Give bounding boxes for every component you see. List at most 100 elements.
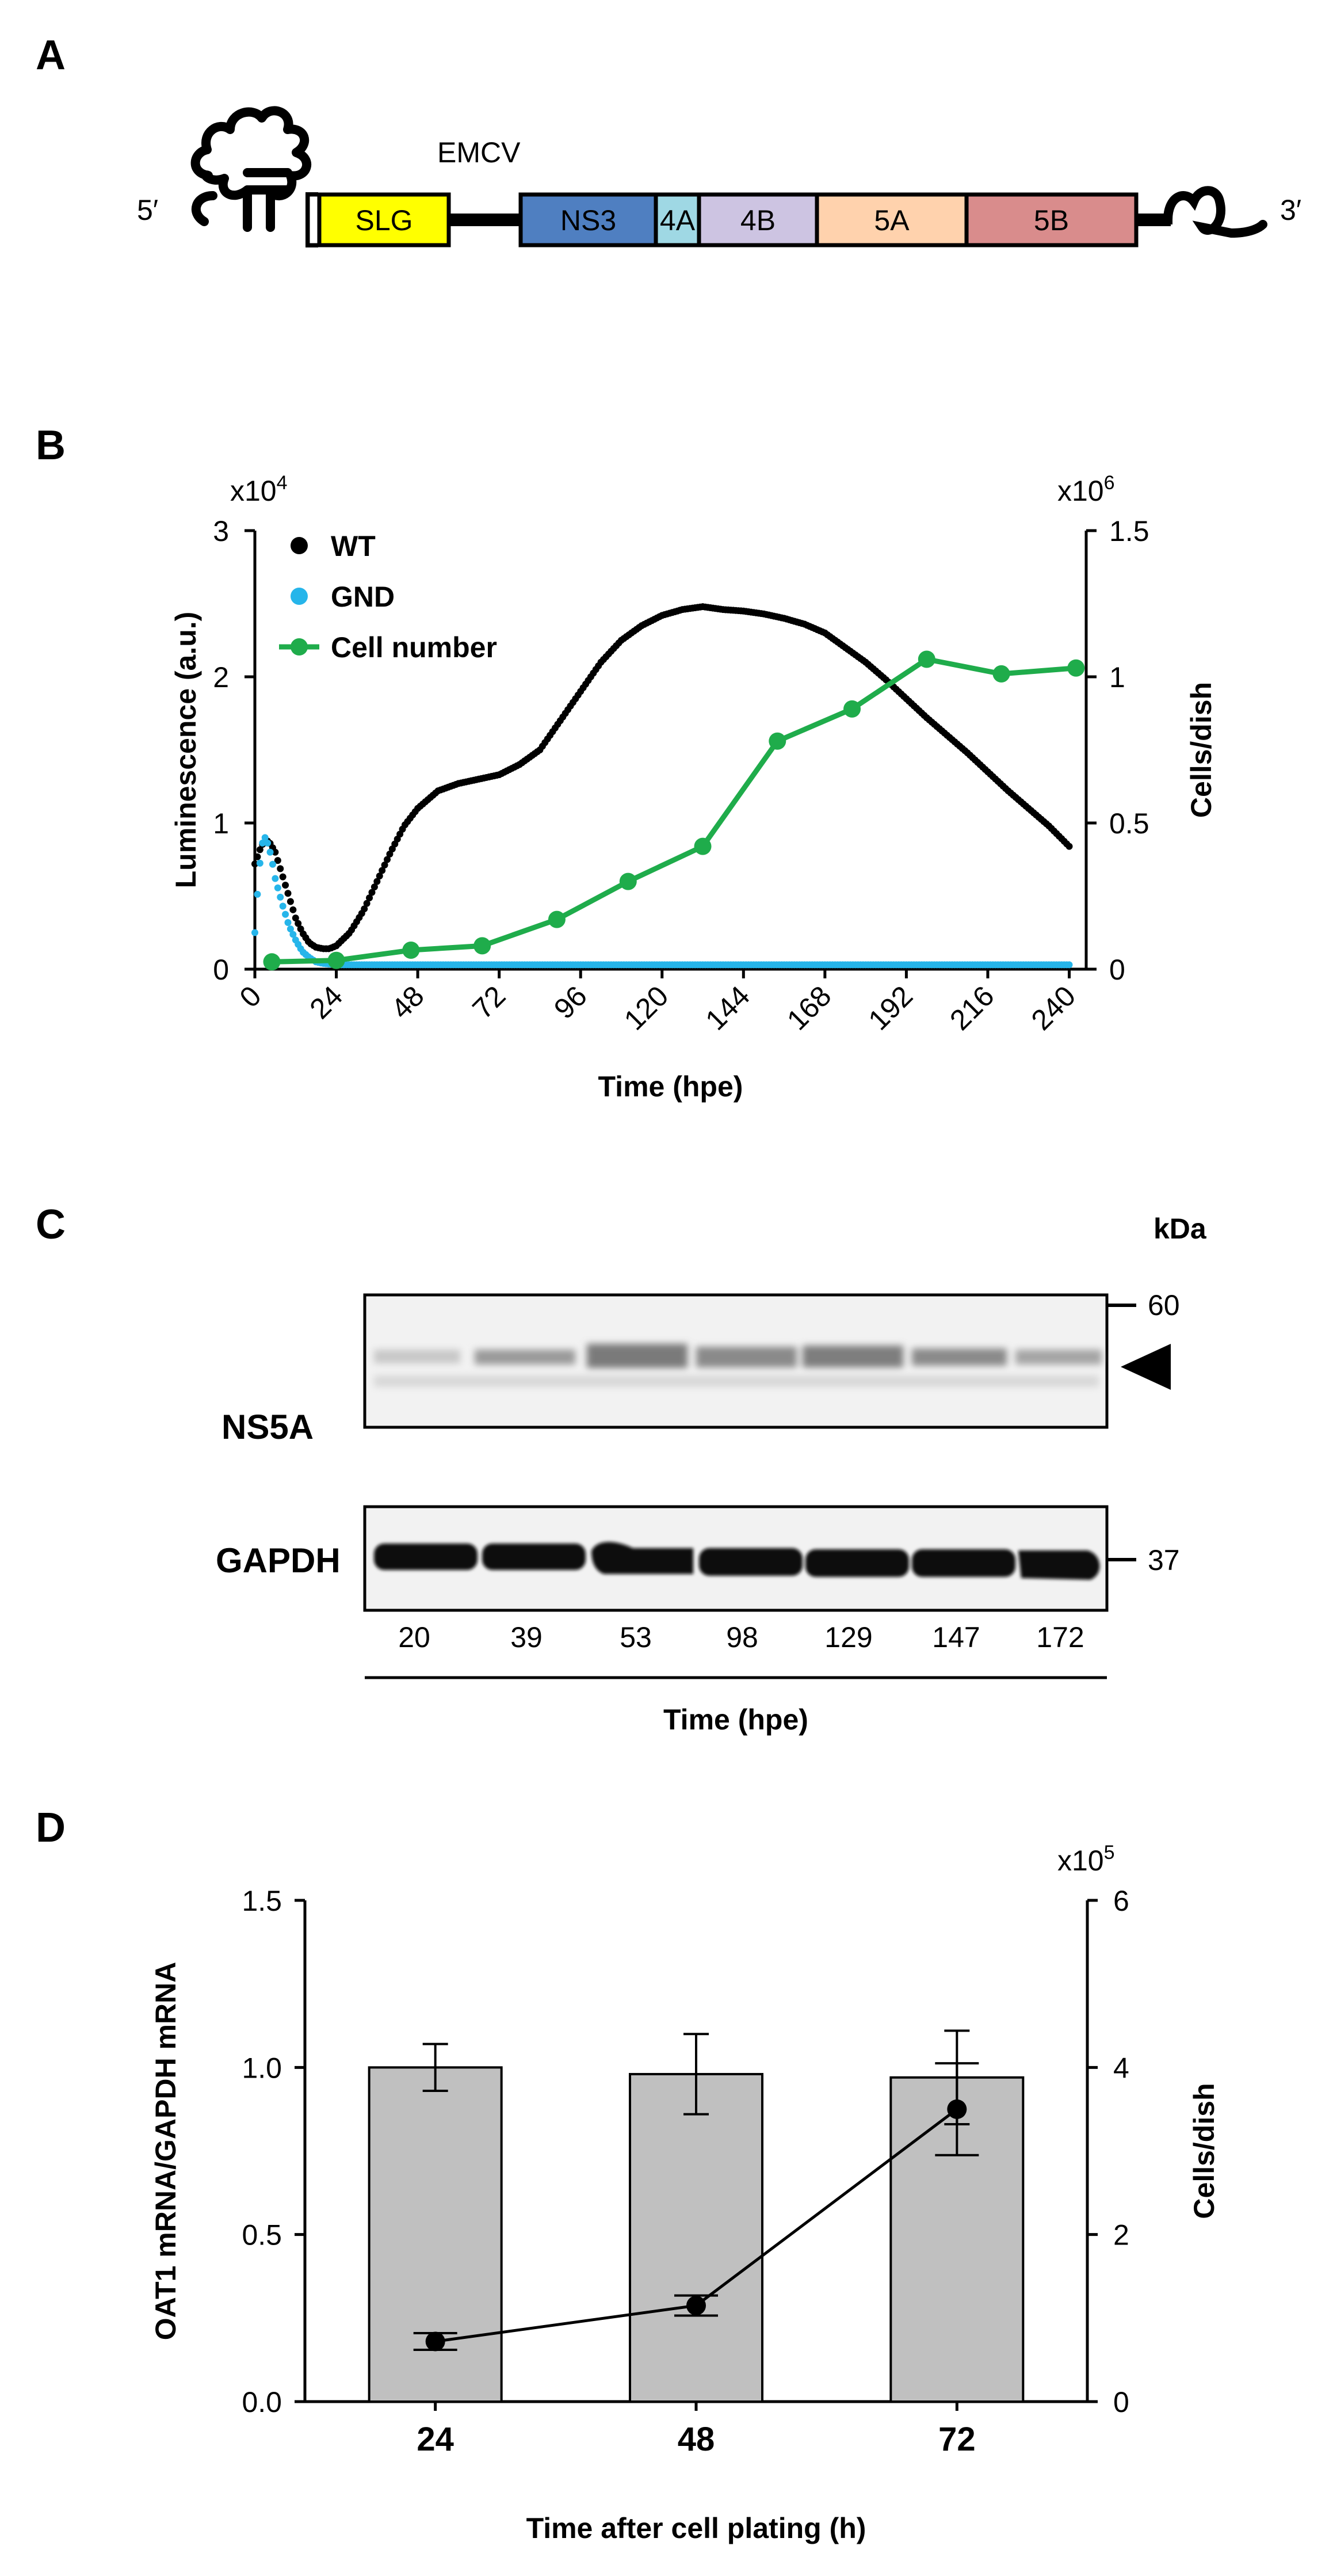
y-tick-label: 2 xyxy=(213,661,229,693)
data-point xyxy=(619,872,637,890)
data-point xyxy=(386,850,394,858)
series-wt xyxy=(251,603,1073,952)
legend-marker xyxy=(291,588,308,605)
three-prime-label: 3′ xyxy=(1280,194,1301,226)
data-point xyxy=(289,906,297,913)
construct-diagram: 5′ EMCV 3′ SLG NS3 4A 4B 5A 5B xyxy=(137,106,1301,247)
segment-5b-label: 5B xyxy=(1034,204,1069,237)
data-point xyxy=(992,665,1010,683)
x-tick-label: 24 xyxy=(417,2421,454,2458)
data-point xyxy=(368,889,376,896)
data-point xyxy=(277,893,284,901)
y2-exponent: 5 xyxy=(1104,1842,1115,1864)
x-tick-label: 72 xyxy=(467,980,512,1025)
data-point xyxy=(256,846,263,853)
series-gnd xyxy=(251,834,1073,969)
legend-label: GND xyxy=(331,581,395,613)
y-tick-label: 1.0 xyxy=(242,2052,282,2084)
y2-tick-label: 0 xyxy=(1113,2386,1129,2418)
data-point xyxy=(694,837,712,855)
data-point xyxy=(251,929,258,936)
gapdh-bands xyxy=(374,1542,1100,1580)
data-point xyxy=(274,884,281,891)
segment-ns3-label: NS3 xyxy=(560,204,616,237)
y-axis-label: Luminescence (a.u.) xyxy=(170,612,202,889)
data-point xyxy=(256,859,263,867)
construct-segments: SLG NS3 4A 4B 5A 5B xyxy=(305,192,1139,247)
x-tick-label: 240 xyxy=(1025,980,1082,1037)
y2-tick-label: 2 xyxy=(1113,2219,1129,2251)
data-point xyxy=(287,898,294,905)
y-tick-label: 0.5 xyxy=(242,2219,282,2251)
legend: WT GND Cell number xyxy=(279,530,497,664)
data-point xyxy=(769,732,786,750)
series-line xyxy=(272,656,1076,965)
data-point xyxy=(279,873,287,881)
data-point xyxy=(376,872,383,880)
gapdh-label: GAPDH xyxy=(216,1541,341,1580)
x-tick-label: 96 xyxy=(548,980,593,1025)
data-point xyxy=(295,920,302,927)
legend-marker xyxy=(291,537,308,554)
ns5a-bands xyxy=(374,1344,1102,1387)
data-point xyxy=(284,919,292,927)
data-point xyxy=(282,881,289,889)
x-tick-label: 48 xyxy=(678,2421,715,2458)
y2-exponent: 6 xyxy=(1104,472,1115,494)
emcv-label: EMCV xyxy=(437,136,521,169)
legend-label: WT xyxy=(331,530,376,562)
panel-a-label: A xyxy=(36,32,66,78)
segment-5a-label: 5A xyxy=(874,204,910,237)
data-point xyxy=(327,951,345,969)
x-tick-label: 72 xyxy=(938,2421,976,2458)
data-point xyxy=(1067,659,1085,677)
data-point xyxy=(363,900,371,907)
x-tick-label: 216 xyxy=(944,980,1000,1037)
data-point xyxy=(289,931,297,938)
x-tick-label: 0 xyxy=(234,980,268,1013)
bar xyxy=(629,2072,763,2403)
data-point xyxy=(548,910,566,928)
y2-tick-label: 0 xyxy=(1109,954,1125,986)
y-tick-label: 0.0 xyxy=(242,2386,282,2418)
data-point xyxy=(272,875,279,882)
x-tick-label: 192 xyxy=(862,980,919,1037)
data-point xyxy=(287,925,294,933)
blot-xlabel: Time (hpe) xyxy=(663,1704,808,1736)
data-point xyxy=(381,862,388,869)
data-point xyxy=(373,878,381,885)
x-tick-label: 168 xyxy=(781,980,838,1037)
data-point xyxy=(371,883,378,891)
y2-multiplier-label: x105 xyxy=(1057,1842,1115,1877)
y-tick-label: 3 xyxy=(213,515,229,547)
y2-tick-label: 6 xyxy=(1113,1885,1129,1917)
x-tick-label: 120 xyxy=(618,980,675,1037)
cells-point xyxy=(425,2331,445,2352)
lane-label: 20 xyxy=(398,1621,430,1653)
three-prime-utr-structure xyxy=(1152,186,1267,238)
data-point xyxy=(251,860,258,868)
data-point xyxy=(277,865,284,872)
lane-label: 98 xyxy=(726,1621,758,1653)
lane-label: 53 xyxy=(620,1621,652,1653)
data-point xyxy=(284,890,292,897)
data-point xyxy=(918,650,935,668)
x-tick-label: 24 xyxy=(303,980,349,1025)
data-point xyxy=(274,857,281,864)
y2-axis-label: Cells/dish xyxy=(1185,682,1217,818)
cells-point xyxy=(686,2296,706,2316)
data-point xyxy=(1065,961,1073,969)
kda-label: kDa xyxy=(1154,1213,1207,1245)
marker-60-label: 60 xyxy=(1148,1289,1180,1321)
y2-tick-label: 1.5 xyxy=(1109,515,1149,547)
y-tick-label: 1 xyxy=(213,807,229,840)
western-blot: kDa NS5A GAPDH 60 37 xyxy=(216,1213,1207,1736)
lane-label: 39 xyxy=(510,1621,543,1653)
y2-tick-label: 4 xyxy=(1113,2052,1129,2084)
data-point xyxy=(254,853,261,860)
data-point xyxy=(379,867,386,874)
data-point xyxy=(254,890,261,898)
x-tick-label: 48 xyxy=(385,980,430,1025)
data-point xyxy=(269,860,276,868)
